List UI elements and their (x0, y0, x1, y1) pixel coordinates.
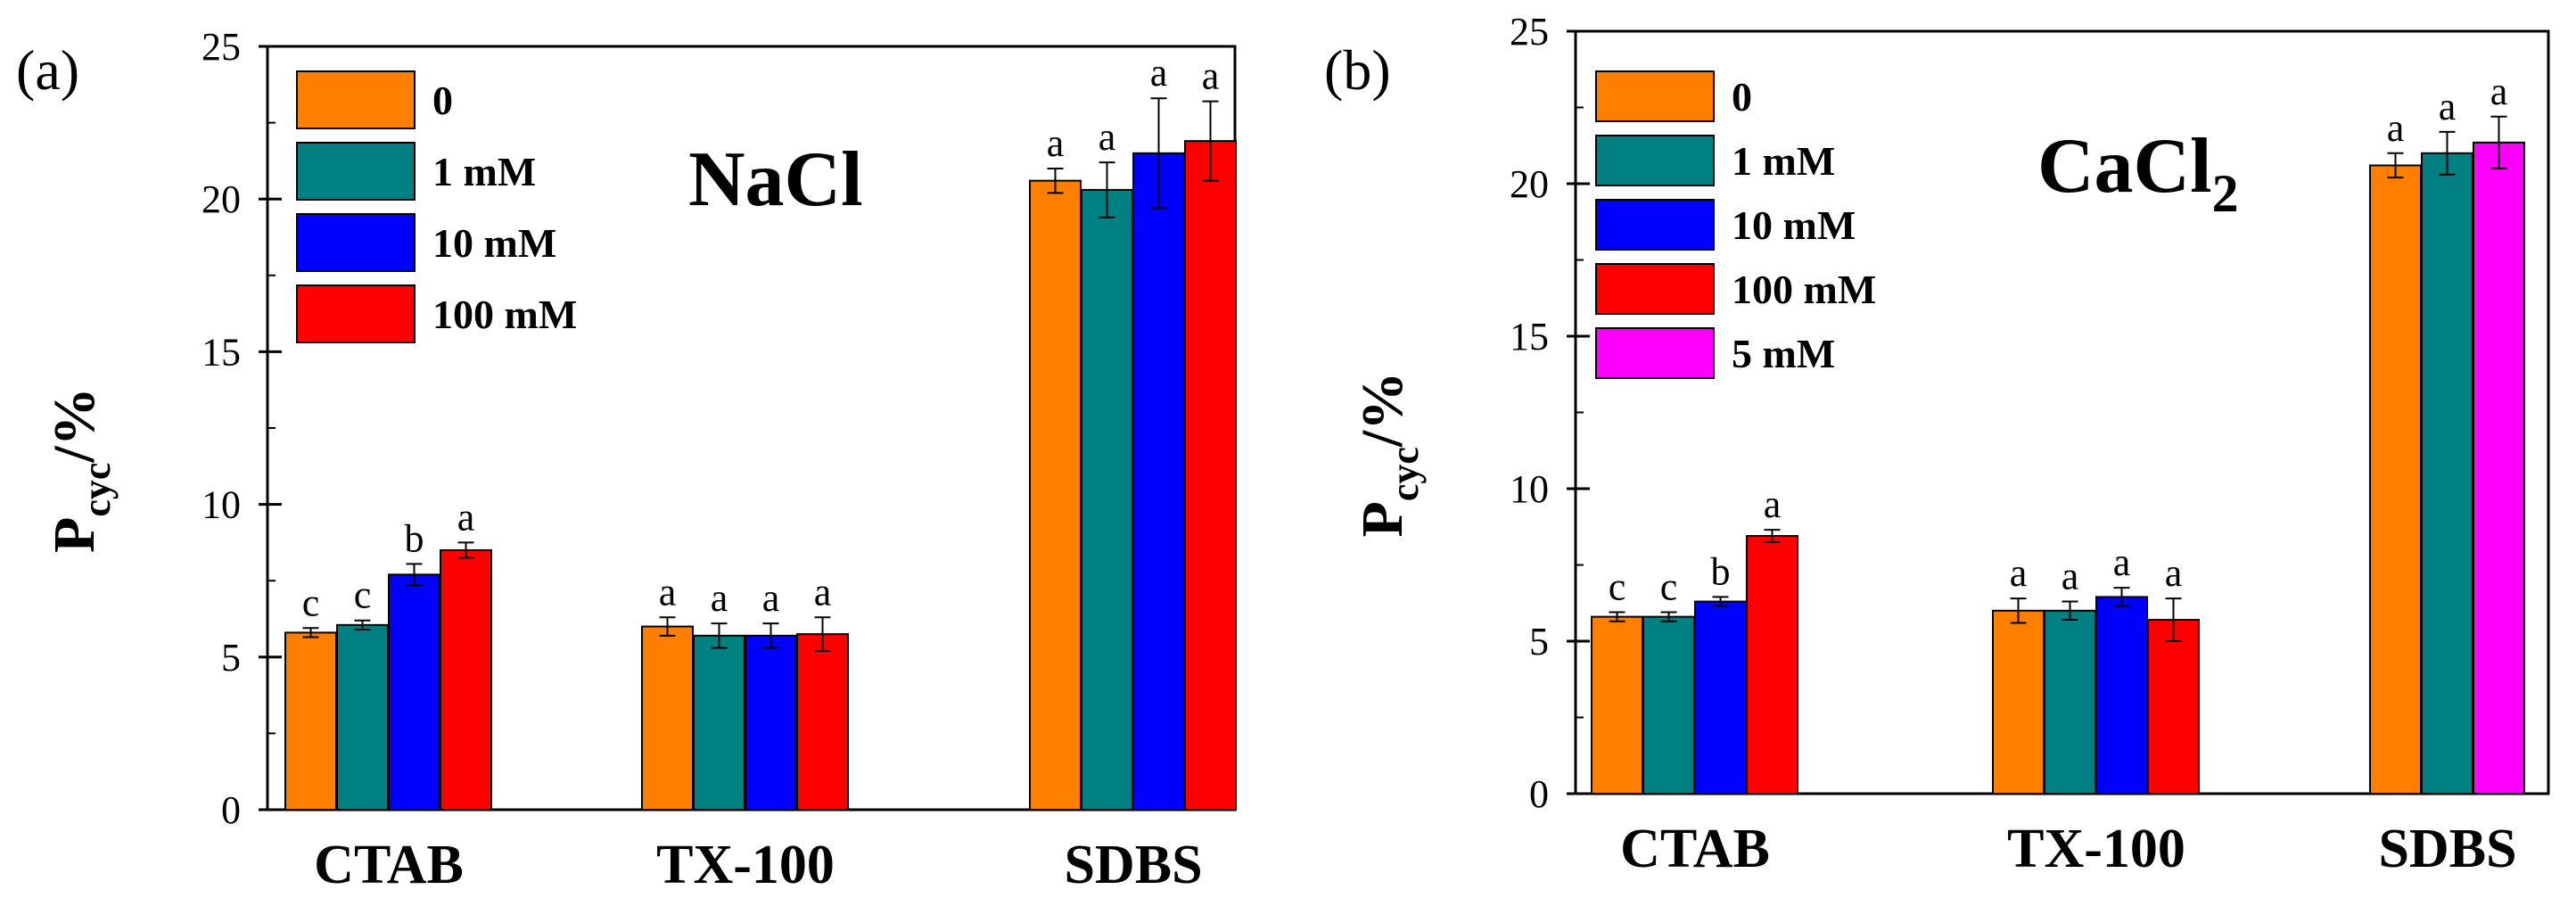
significance-label: a (814, 570, 832, 614)
bar (1746, 535, 1798, 795)
x-category-label: TX-100 (656, 835, 835, 895)
salt-label: CaCl2 (2037, 123, 2239, 223)
legend-swatch (296, 284, 416, 343)
y-tick-label: 20 (202, 177, 241, 221)
legend-swatch (1595, 70, 1715, 122)
bar (1132, 152, 1185, 811)
significance-label: a (1099, 115, 1116, 159)
significance-label: a (457, 495, 475, 539)
legend-swatch (296, 70, 416, 129)
significance-label: a (2387, 106, 2405, 150)
legend-label: 1 mM (432, 149, 536, 194)
x-category-label: CTAB (314, 835, 464, 895)
y-axis-label: Pcyc/% (1350, 372, 1427, 538)
legend-label: 0 (1732, 74, 1752, 119)
x-category-label: TX-100 (2007, 819, 2185, 879)
significance-label: a (2165, 551, 2183, 595)
salt-label: NaCl (688, 136, 863, 223)
bar (1642, 615, 1695, 795)
significance-label: a (1764, 482, 1782, 526)
x-category-label: SDBS (1064, 835, 1202, 895)
significance-label: a (1047, 121, 1065, 165)
legend-label: 0 (432, 78, 453, 123)
y-tick-label: 15 (1510, 315, 1549, 358)
legend-swatch (1595, 263, 1715, 315)
significance-label: a (2113, 540, 2131, 584)
legend-swatch (1595, 327, 1715, 379)
significance-label: c (1609, 565, 1626, 609)
bar (641, 625, 694, 811)
bar (284, 631, 337, 811)
bar (1029, 179, 1082, 811)
bar (1591, 615, 1643, 795)
bar (1992, 609, 2045, 795)
bar (2421, 152, 2473, 795)
x-category-label: SDBS (2378, 819, 2516, 879)
bar (336, 623, 389, 811)
bar (1081, 188, 1133, 811)
significance-label: a (1150, 51, 1168, 95)
significance-label: a (659, 570, 677, 614)
y-tick-label: 10 (202, 483, 241, 527)
bar (1694, 600, 1747, 795)
panel-label: (a) (16, 38, 79, 102)
bar (440, 548, 492, 811)
y-tick-label: 25 (1510, 10, 1549, 54)
legend-label: 10 mM (1732, 202, 1856, 248)
bar (693, 634, 745, 811)
significance-label: c (1660, 565, 1678, 609)
y-tick-label: 10 (1510, 467, 1549, 511)
legend-label: 10 mM (432, 220, 556, 266)
legend-swatch (296, 213, 416, 272)
bar (745, 634, 797, 811)
significance-label: a (1202, 54, 1220, 98)
bar (2473, 141, 2525, 795)
significance-label: c (354, 573, 372, 617)
y-tick-label: 0 (221, 788, 241, 832)
bar (1184, 140, 1237, 811)
y-tick-label: 5 (1529, 620, 1549, 663)
significance-label: a (2439, 85, 2457, 128)
y-axis-label: Pcyc/% (42, 387, 119, 553)
panel-label: (b) (1324, 38, 1391, 102)
significance-label: b (1711, 549, 1731, 593)
y-tick-label: 5 (221, 636, 241, 680)
y-tick-label: 25 (202, 25, 241, 69)
x-category-label: CTAB (1620, 819, 1770, 879)
y-tick-label: 15 (202, 330, 241, 374)
bar (2369, 164, 2422, 795)
significance-label: a (2010, 551, 2028, 595)
y-tick-label: 20 (1510, 162, 1549, 206)
bar (2044, 609, 2096, 795)
legend-swatch (1595, 199, 1715, 251)
significance-label: a (762, 576, 780, 620)
bar (2095, 596, 2148, 795)
legend-label: 100 mM (432, 292, 577, 337)
legend-label: 100 mM (1732, 267, 1876, 312)
legend-label: 1 mM (1732, 138, 1835, 184)
bar (796, 633, 849, 811)
significance-label: c (302, 581, 320, 624)
legend-swatch (1595, 135, 1715, 186)
significance-label: a (711, 576, 728, 620)
bar (2147, 619, 2200, 795)
legend-label: 5 mM (1732, 331, 1835, 376)
significance-label: a (2490, 70, 2508, 113)
bar (388, 573, 440, 811)
legend-swatch (296, 142, 416, 201)
significance-label: a (2062, 555, 2079, 598)
y-tick-label: 0 (1529, 772, 1549, 816)
significance-label: b (405, 516, 424, 560)
